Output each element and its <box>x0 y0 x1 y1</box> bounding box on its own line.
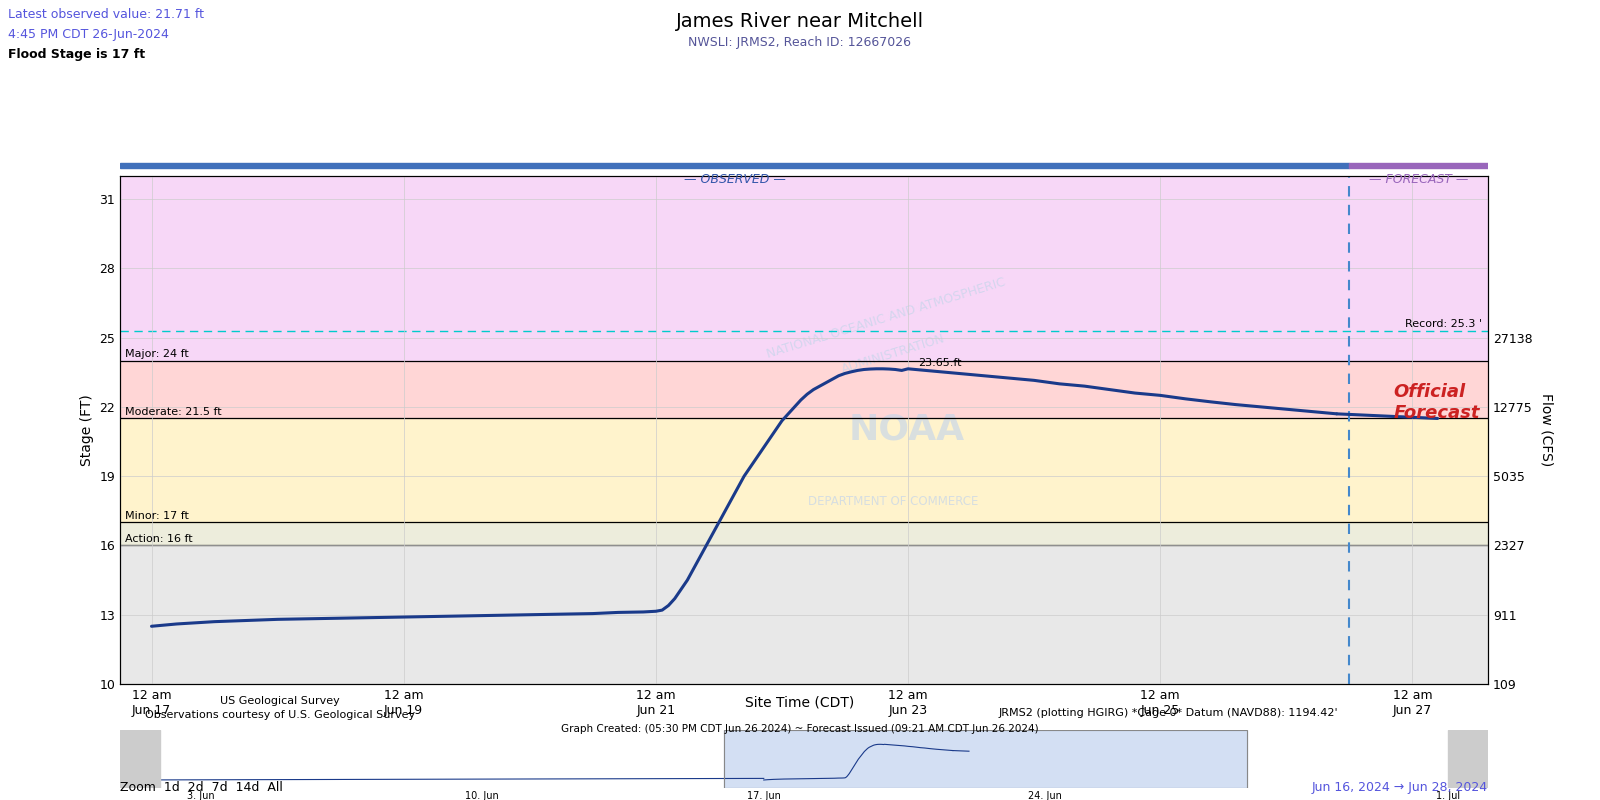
Text: Site Time (CDT): Site Time (CDT) <box>746 696 854 710</box>
Text: US Geological Survey: US Geological Survey <box>221 696 339 706</box>
Bar <box>723 730 1246 788</box>
Bar <box>120 418 1488 522</box>
Bar <box>723 730 1246 788</box>
Text: Moderate: 21.5 ft: Moderate: 21.5 ft <box>125 407 222 417</box>
Bar <box>1349 163 1490 168</box>
Text: Latest observed value: 21.71 ft: Latest observed value: 21.71 ft <box>8 8 205 21</box>
Text: 24. Jun: 24. Jun <box>1029 791 1062 800</box>
Text: Major: 24 ft: Major: 24 ft <box>125 349 189 359</box>
Bar <box>120 730 160 788</box>
Text: Action: 16 ft: Action: 16 ft <box>125 534 192 544</box>
Bar <box>1448 730 1488 788</box>
Text: 1. Jul: 1. Jul <box>1435 791 1459 800</box>
Text: Graph Created: (05:30 PM CDT Jun 26 2024) ~ Forecast Issued (09:21 AM CDT Jun 26: Graph Created: (05:30 PM CDT Jun 26 2024… <box>562 724 1038 734</box>
Text: James River near Mitchell: James River near Mitchell <box>675 12 925 31</box>
Text: — OBSERVED —: — OBSERVED — <box>683 173 786 186</box>
Text: 10. Jun: 10. Jun <box>466 791 499 800</box>
Bar <box>120 163 1349 168</box>
Text: 17. Jun: 17. Jun <box>747 791 781 800</box>
Text: NATIONAL OCEANIC AND ATMOSPHERIC: NATIONAL OCEANIC AND ATMOSPHERIC <box>765 276 1006 361</box>
Text: DEPARTMENT OF COMMERCE: DEPARTMENT OF COMMERCE <box>808 494 978 508</box>
Text: Official
Forecast: Official Forecast <box>1394 383 1480 422</box>
Bar <box>120 158 1349 172</box>
Text: Record: 25.3 ': Record: 25.3 ' <box>1405 319 1482 329</box>
Text: OBSERVED: OBSERVED <box>696 158 773 171</box>
Bar <box>120 522 1488 546</box>
Bar <box>120 546 1488 684</box>
Text: JRMS2 (plotting HGIRG) *Cage 0* Datum (NAVD88): 1194.42': JRMS2 (plotting HGIRG) *Cage 0* Datum (N… <box>998 708 1338 718</box>
Bar <box>1349 158 1488 172</box>
Y-axis label: Stage (FT): Stage (FT) <box>80 394 94 466</box>
Text: Minor: 17 ft: Minor: 17 ft <box>125 510 189 521</box>
Text: Zoom  1d  2d  7d  14d  All: Zoom 1d 2d 7d 14d All <box>120 781 283 794</box>
Bar <box>120 61 1488 361</box>
Text: Flood Stage is 17 ft: Flood Stage is 17 ft <box>8 48 146 61</box>
Text: NWSLI: JRMS2, Reach ID: 12667026: NWSLI: JRMS2, Reach ID: 12667026 <box>688 36 912 49</box>
Text: — FORECAST —: — FORECAST — <box>1370 173 1469 186</box>
Text: 23.65.ft: 23.65.ft <box>918 358 962 368</box>
Text: FORECAST: FORECAST <box>1382 158 1456 171</box>
Y-axis label: Flow (CFS): Flow (CFS) <box>1539 394 1554 466</box>
Text: 3. Jun: 3. Jun <box>187 791 214 800</box>
Text: Observations courtesy of U.S. Geological Survey: Observations courtesy of U.S. Geological… <box>146 710 414 720</box>
Text: 4:45 PM CDT 26-Jun-2024: 4:45 PM CDT 26-Jun-2024 <box>8 28 170 41</box>
Bar <box>120 361 1488 418</box>
Text: Jun 16, 2024 → Jun 28, 2024: Jun 16, 2024 → Jun 28, 2024 <box>1312 781 1488 794</box>
Text: NOAA: NOAA <box>848 413 965 447</box>
Text: ADMINISTRATION: ADMINISTRATION <box>840 332 946 376</box>
